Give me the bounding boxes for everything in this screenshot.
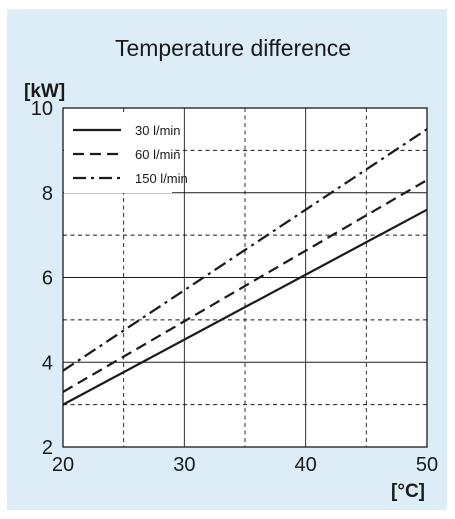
series-line: [62, 208, 428, 406]
y-tick-label: 8: [42, 183, 53, 205]
x-axis-label: [°C]: [391, 481, 425, 502]
y-tick-label: 2: [42, 437, 53, 459]
legend-label: 30 l/min: [135, 123, 181, 138]
series-line: [62, 179, 428, 393]
x-tick-label: 30: [173, 454, 195, 476]
y-tick-label: 6: [42, 268, 53, 290]
x-tick-label: 50: [416, 454, 438, 476]
chart-title: Temperature difference: [115, 35, 351, 61]
legend-background: [64, 112, 172, 193]
legend-label: 60 l/min: [135, 147, 181, 162]
legend-label: 150 l/min: [135, 171, 188, 186]
y-axis-label: [kW]: [24, 81, 65, 102]
legend: 30 l/min 60 l/min 150 l/min: [64, 112, 188, 193]
x-tick-label: 20: [52, 454, 74, 476]
x-tick-label: 40: [295, 454, 317, 476]
y-tick-label: 4: [42, 352, 53, 374]
y-tick-label: 10: [31, 98, 53, 120]
plot-frame: [62, 107, 428, 448]
series-line: [62, 128, 428, 372]
